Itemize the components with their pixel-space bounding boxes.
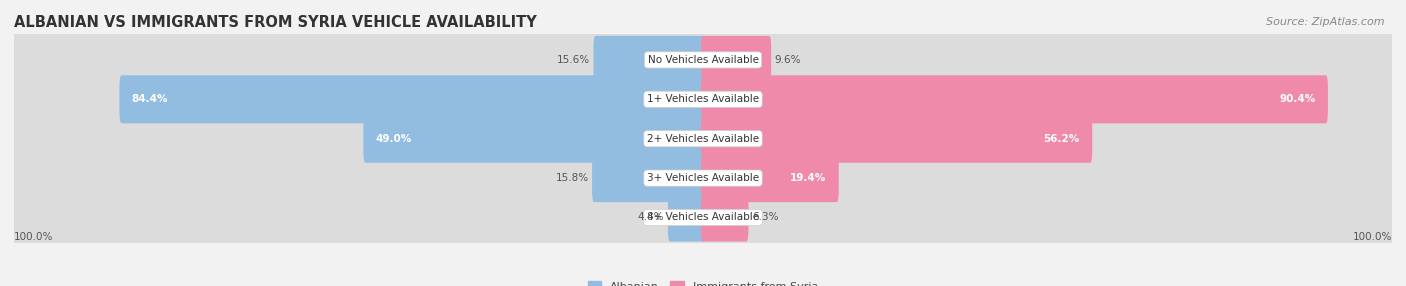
Text: 6.3%: 6.3%: [752, 212, 779, 223]
Text: 15.6%: 15.6%: [557, 55, 591, 65]
FancyBboxPatch shape: [8, 130, 1398, 226]
Text: 84.4%: 84.4%: [132, 94, 169, 104]
Text: Source: ZipAtlas.com: Source: ZipAtlas.com: [1267, 17, 1385, 27]
Text: 1+ Vehicles Available: 1+ Vehicles Available: [647, 94, 759, 104]
Text: 19.4%: 19.4%: [790, 173, 827, 183]
FancyBboxPatch shape: [668, 193, 704, 241]
Text: 100.0%: 100.0%: [1353, 232, 1392, 242]
FancyBboxPatch shape: [8, 91, 1398, 186]
FancyBboxPatch shape: [592, 154, 704, 202]
Text: 3+ Vehicles Available: 3+ Vehicles Available: [647, 173, 759, 183]
Text: 56.2%: 56.2%: [1043, 134, 1080, 144]
Text: 100.0%: 100.0%: [14, 232, 53, 242]
FancyBboxPatch shape: [363, 115, 704, 163]
FancyBboxPatch shape: [702, 193, 748, 241]
Text: 4.8%: 4.8%: [638, 212, 665, 223]
FancyBboxPatch shape: [702, 154, 839, 202]
FancyBboxPatch shape: [702, 115, 1092, 163]
FancyBboxPatch shape: [8, 52, 1398, 147]
Text: 49.0%: 49.0%: [375, 134, 412, 144]
Text: ALBANIAN VS IMMIGRANTS FROM SYRIA VEHICLE AVAILABILITY: ALBANIAN VS IMMIGRANTS FROM SYRIA VEHICL…: [14, 15, 537, 30]
FancyBboxPatch shape: [702, 75, 1327, 123]
Text: 2+ Vehicles Available: 2+ Vehicles Available: [647, 134, 759, 144]
Text: 90.4%: 90.4%: [1279, 94, 1316, 104]
Text: No Vehicles Available: No Vehicles Available: [648, 55, 758, 65]
FancyBboxPatch shape: [8, 170, 1398, 265]
FancyBboxPatch shape: [8, 12, 1398, 108]
FancyBboxPatch shape: [120, 75, 704, 123]
Text: 9.6%: 9.6%: [775, 55, 801, 65]
Legend: Albanian, Immigrants from Syria: Albanian, Immigrants from Syria: [583, 277, 823, 286]
Text: 4+ Vehicles Available: 4+ Vehicles Available: [647, 212, 759, 223]
Text: 15.8%: 15.8%: [555, 173, 589, 183]
FancyBboxPatch shape: [702, 36, 772, 84]
FancyBboxPatch shape: [593, 36, 704, 84]
